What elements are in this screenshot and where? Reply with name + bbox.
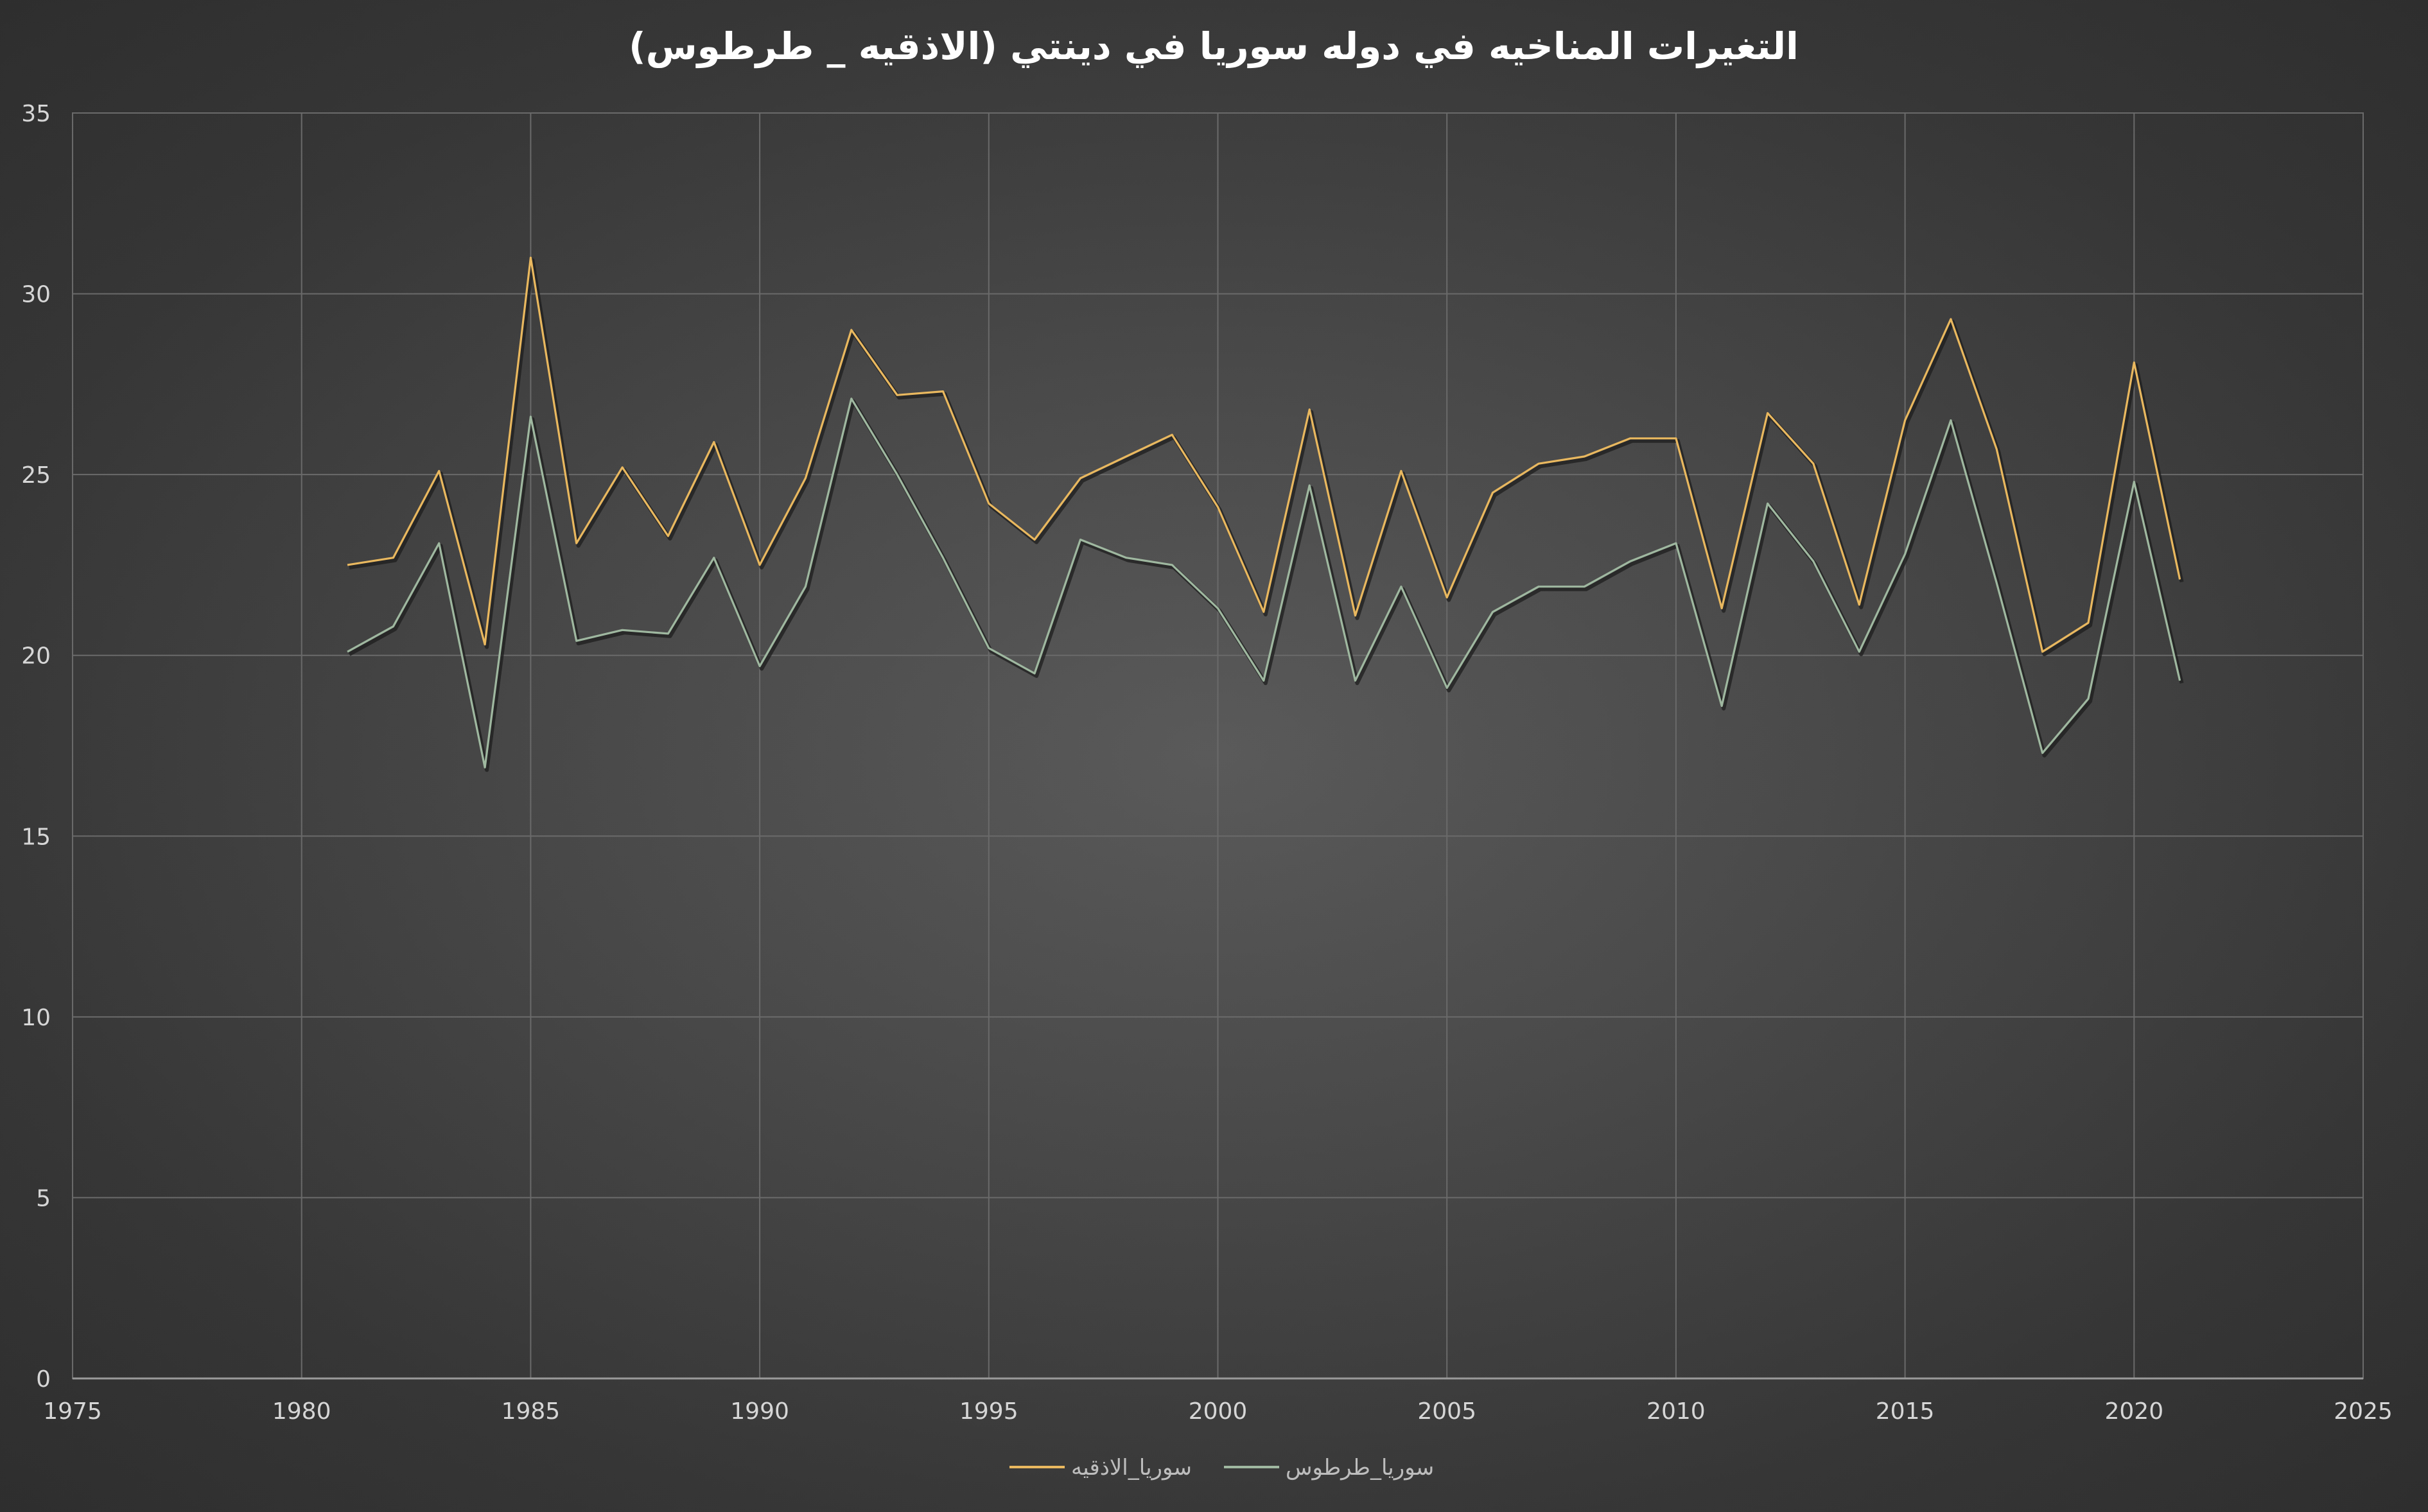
x-tick-label: 2020	[2104, 1398, 2163, 1425]
x-tick-label: 1975	[43, 1398, 102, 1425]
x-tick-label: 1980	[272, 1398, 331, 1425]
legend-label: سوريا_طرطوس	[1286, 1455, 1434, 1481]
y-tick-label: 25	[21, 462, 51, 489]
y-tick-label: 30	[21, 282, 51, 308]
series-line-2	[347, 397, 2181, 769]
series-lines	[347, 256, 2184, 772]
x-tick-label: 2005	[1417, 1398, 1476, 1425]
x-tick-label: 2000	[1189, 1398, 1248, 1425]
x-tick-label: 2010	[1646, 1398, 1706, 1425]
x-tick-label: 1990	[730, 1398, 789, 1425]
x-tick-label: 2015	[1876, 1398, 1935, 1425]
y-tick-label: 0	[36, 1366, 51, 1393]
series-line-shadow	[349, 258, 2184, 657]
y-tick-label: 5	[36, 1185, 51, 1212]
gridlines	[72, 112, 2364, 1379]
y-tick-label: 15	[21, 824, 51, 850]
y-tick-label: 20	[21, 643, 51, 670]
chart-title: التغيرات المناخيه في دوله سوريا في دينتي…	[629, 24, 1799, 69]
legend: سوريا_الاذقيه سوريا_طرطوس	[1009, 1455, 1434, 1481]
series-line-1	[347, 256, 2181, 653]
legend-label: سوريا_الاذقيه	[1071, 1455, 1192, 1481]
y-tick-label: 35	[21, 101, 51, 127]
x-tick-label: 1985	[502, 1398, 561, 1425]
y-tick-label: 10	[21, 1005, 51, 1031]
x-tick-label: 2025	[2334, 1398, 2393, 1425]
x-tick-label: 1995	[959, 1398, 1018, 1425]
series-line-shadow	[348, 399, 2184, 772]
